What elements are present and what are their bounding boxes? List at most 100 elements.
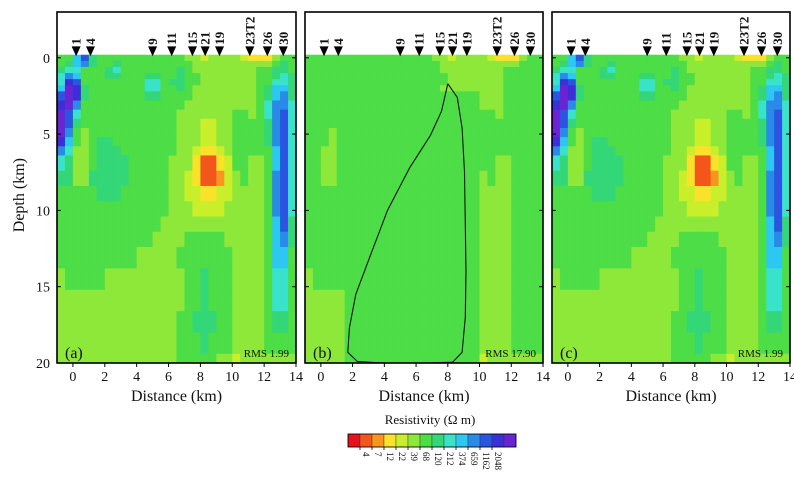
colorbar-tick-label: 7 — [373, 452, 383, 457]
station-label: 19 — [212, 31, 227, 45]
resistivity-heatmap — [552, 54, 790, 363]
rms-label: RMS 1.99 — [738, 348, 784, 360]
station-marker — [462, 46, 472, 57]
station-label: 11 — [164, 33, 179, 45]
x-tick-label: 8 — [197, 370, 204, 385]
x-axis-label: Distance (km) — [131, 388, 222, 405]
colorbar-tick-label: 4 — [361, 452, 371, 457]
y-tick-label: 0 — [43, 52, 50, 67]
station-marker — [580, 46, 590, 57]
station-label: 9 — [393, 38, 408, 45]
station-marker — [187, 46, 197, 57]
x-tick-label: 10 — [225, 370, 239, 385]
station-label: 15 — [679, 31, 694, 45]
station-label: 15 — [432, 31, 447, 45]
x-axis-label: Distance (km) — [378, 388, 469, 405]
station-marker — [695, 46, 705, 57]
x-tick-label: 10 — [720, 370, 734, 385]
colorbar-tick-label: 39 — [409, 452, 419, 462]
x-tick-label: 6 — [165, 370, 172, 385]
x-tick-label: 8 — [444, 370, 451, 385]
station-marker — [414, 46, 424, 57]
station-label: 26 — [754, 31, 769, 45]
station-label: 26 — [507, 31, 522, 45]
x-tick-label: 10 — [473, 370, 487, 385]
colorbar-tick-label: 68 — [421, 452, 431, 462]
colorbar-swatch — [455, 433, 469, 448]
colorbar-tick-label: 22 — [397, 452, 407, 461]
station-label: 9 — [145, 38, 160, 45]
station-label: 4 — [331, 38, 346, 45]
y-axis-label: Depth (km) — [11, 158, 28, 232]
x-tick-label: 12 — [257, 370, 271, 385]
x-tick-label: 12 — [504, 370, 518, 385]
resistivity-heatmap — [57, 54, 296, 363]
colorbar-swatch — [491, 433, 505, 448]
station-marker — [682, 46, 692, 57]
colorbar-swatch — [407, 433, 421, 448]
station-label: 11 — [659, 33, 674, 45]
colorbar-tick-label: 2048 — [493, 452, 503, 471]
station-label: 1 — [564, 38, 579, 45]
colorbar-tick-label: 120 — [433, 452, 443, 466]
station-label: 21 — [198, 32, 213, 45]
colorbar-title: Resistivity (Ω m) — [385, 412, 476, 427]
x-tick-label: 14 — [783, 370, 794, 385]
rms-label: RMS 1.99 — [244, 348, 290, 360]
station-marker — [71, 46, 81, 57]
station-label: 23T2 — [489, 17, 504, 45]
x-tick-label: 4 — [628, 370, 635, 385]
colorbar-swatch — [359, 433, 373, 448]
station-marker — [739, 46, 749, 57]
station-label: 21 — [445, 32, 460, 45]
colorbar-swatch — [419, 433, 433, 448]
station-label: 1 — [317, 38, 332, 45]
y-tick-label: 10 — [36, 204, 50, 219]
station-label: 19 — [459, 31, 474, 45]
x-tick-label: 0 — [564, 370, 571, 385]
station-label: 23T2 — [736, 17, 751, 45]
station-label: 9 — [640, 38, 655, 45]
x-tick-label: 2 — [101, 370, 108, 385]
station-marker — [262, 46, 272, 57]
y-tick-label: 5 — [43, 128, 50, 143]
station-label: 19 — [706, 31, 721, 45]
station-marker — [85, 46, 95, 57]
colorbar-swatch — [467, 433, 481, 448]
station-marker — [642, 46, 652, 57]
panel-frame — [304, 11, 544, 364]
panel-frame — [551, 11, 791, 364]
colorbar-swatch — [431, 433, 445, 448]
station-label: 26 — [260, 31, 275, 45]
panel-frame — [56, 11, 297, 364]
x-axis-label: Distance (km) — [625, 388, 716, 405]
station-marker — [395, 46, 405, 57]
station-marker — [200, 46, 210, 57]
station-label: 21 — [692, 32, 707, 45]
y-tick-label: 20 — [36, 357, 50, 372]
station-marker — [709, 46, 719, 57]
x-tick-label: 2 — [596, 370, 603, 385]
station-label: 30 — [770, 32, 785, 45]
station-label: 11 — [412, 33, 427, 45]
station-marker — [435, 46, 445, 57]
x-tick-label: 2 — [349, 370, 356, 385]
colorbar-tick-label: 374 — [457, 452, 467, 466]
panel-label: (a) — [65, 345, 83, 362]
station-label: 4 — [83, 38, 98, 45]
station-marker — [661, 46, 671, 57]
x-tick-label: 0 — [317, 370, 324, 385]
x-tick-label: 8 — [691, 370, 698, 385]
station-label: 1 — [69, 38, 84, 45]
x-tick-label: 6 — [413, 370, 420, 385]
x-tick-label: 0 — [69, 370, 76, 385]
colorbar-swatch — [347, 433, 361, 448]
station-label: 30 — [523, 32, 538, 45]
resistivity-colorbar: Resistivity (Ω m) 4 7 12 22 39 68 120 212 374 659 1… — [347, 412, 517, 471]
station-label: 4 — [578, 38, 593, 45]
station-marker — [756, 46, 766, 57]
colorbar-swatch — [443, 433, 457, 448]
